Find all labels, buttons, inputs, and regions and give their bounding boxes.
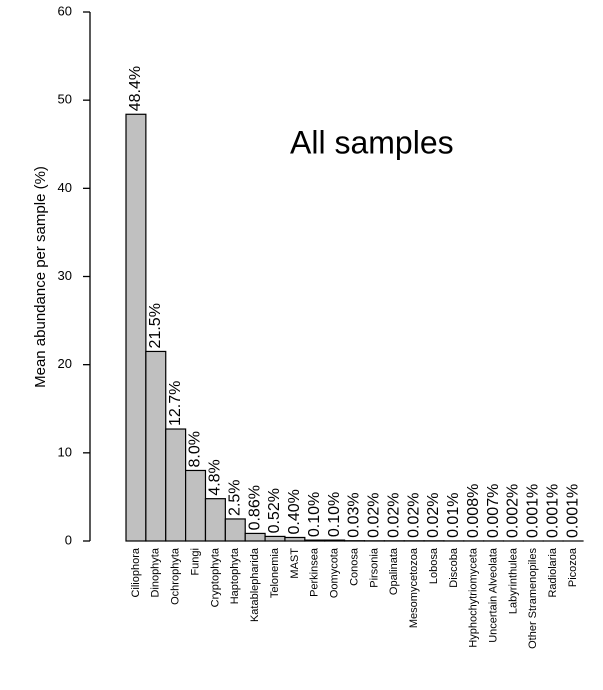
y-tick-label: 20 bbox=[58, 356, 72, 371]
x-tick-label: MAST bbox=[289, 548, 301, 579]
x-tick-label: Mesomycetozoa bbox=[408, 547, 420, 628]
value-label: 0.02% bbox=[425, 492, 442, 537]
x-tick-label: Katablepharida bbox=[249, 547, 261, 622]
y-tick-label: 50 bbox=[58, 92, 72, 107]
bar bbox=[324, 539, 346, 542]
x-tick-label: Opalinata bbox=[388, 547, 400, 595]
value-label: 48.4% bbox=[127, 66, 144, 111]
value-label: 21.5% bbox=[147, 303, 164, 348]
bar bbox=[185, 469, 207, 542]
value-label: 0.86% bbox=[246, 485, 263, 530]
y-tick-label: 10 bbox=[58, 444, 72, 459]
y-tick-label: 60 bbox=[58, 3, 72, 18]
value-label: 0.007% bbox=[485, 484, 502, 538]
value-label: 0.52% bbox=[266, 488, 283, 533]
value-label: 0.02% bbox=[366, 492, 383, 537]
x-tick-label: Cryptophyta bbox=[209, 547, 221, 607]
bar bbox=[224, 518, 246, 542]
x-tick-label: Labyrinthulea bbox=[507, 547, 519, 614]
value-label: 0.02% bbox=[385, 492, 402, 537]
y-axis-label: Mean abundance per sample (%) bbox=[32, 166, 49, 388]
x-tick-label: Ciliophora bbox=[130, 547, 142, 597]
x-tick-label: Ochrophyta bbox=[170, 547, 182, 605]
x-tick-label: Uncertain Alveolata bbox=[487, 547, 499, 643]
value-label: 0.002% bbox=[505, 484, 522, 538]
x-tick-label: Picozoa bbox=[567, 547, 579, 587]
x-tick-label: Oomycota bbox=[329, 547, 341, 598]
x-tick-label: Radiolaria bbox=[547, 547, 559, 597]
y-tick-label: 30 bbox=[58, 268, 72, 283]
x-tick-label: Discoba bbox=[448, 547, 460, 588]
y-tick-label: 40 bbox=[58, 180, 72, 195]
value-label: 0.03% bbox=[346, 492, 363, 537]
value-label: 4.8% bbox=[207, 459, 224, 495]
bar bbox=[284, 536, 306, 542]
x-tick-label: Conosa bbox=[348, 547, 360, 586]
x-tick-label: Telonemia bbox=[269, 547, 281, 598]
x-tick-label: Hyphochytriomyceta bbox=[468, 547, 480, 648]
x-tick-label: Lobosa bbox=[428, 547, 440, 584]
x-tick-label: Pirsonia bbox=[368, 547, 380, 588]
x-tick-label: Other Stramenopiles bbox=[527, 548, 539, 649]
value-label: 0.02% bbox=[405, 492, 422, 537]
value-label: 2.5% bbox=[227, 479, 244, 515]
x-tick-label: Dinophyta bbox=[150, 547, 162, 597]
x-tick-label: Perkinsea bbox=[309, 547, 321, 597]
value-label: 0.10% bbox=[306, 492, 323, 537]
value-label: 12.7% bbox=[167, 381, 184, 426]
value-label: 0.10% bbox=[326, 492, 343, 537]
x-tick-label: Fungi bbox=[189, 548, 201, 576]
bar bbox=[145, 350, 167, 542]
bar bbox=[264, 535, 286, 542]
value-label: 8.0% bbox=[187, 431, 204, 467]
y-tick-label: 0 bbox=[65, 532, 72, 547]
value-label: 0.001% bbox=[564, 484, 581, 538]
value-label: 0.40% bbox=[286, 489, 303, 534]
annotation: All samples bbox=[290, 124, 454, 160]
value-label: 0.01% bbox=[445, 493, 462, 538]
bar bbox=[244, 532, 266, 542]
x-tick-label: Haptophyta bbox=[229, 547, 241, 604]
bar bbox=[304, 539, 326, 542]
value-label: 0.001% bbox=[525, 484, 542, 538]
value-label: 0.008% bbox=[465, 484, 482, 538]
bar bbox=[204, 498, 226, 542]
bar bbox=[125, 113, 147, 542]
bar bbox=[165, 428, 187, 542]
value-label: 0.001% bbox=[544, 484, 561, 538]
